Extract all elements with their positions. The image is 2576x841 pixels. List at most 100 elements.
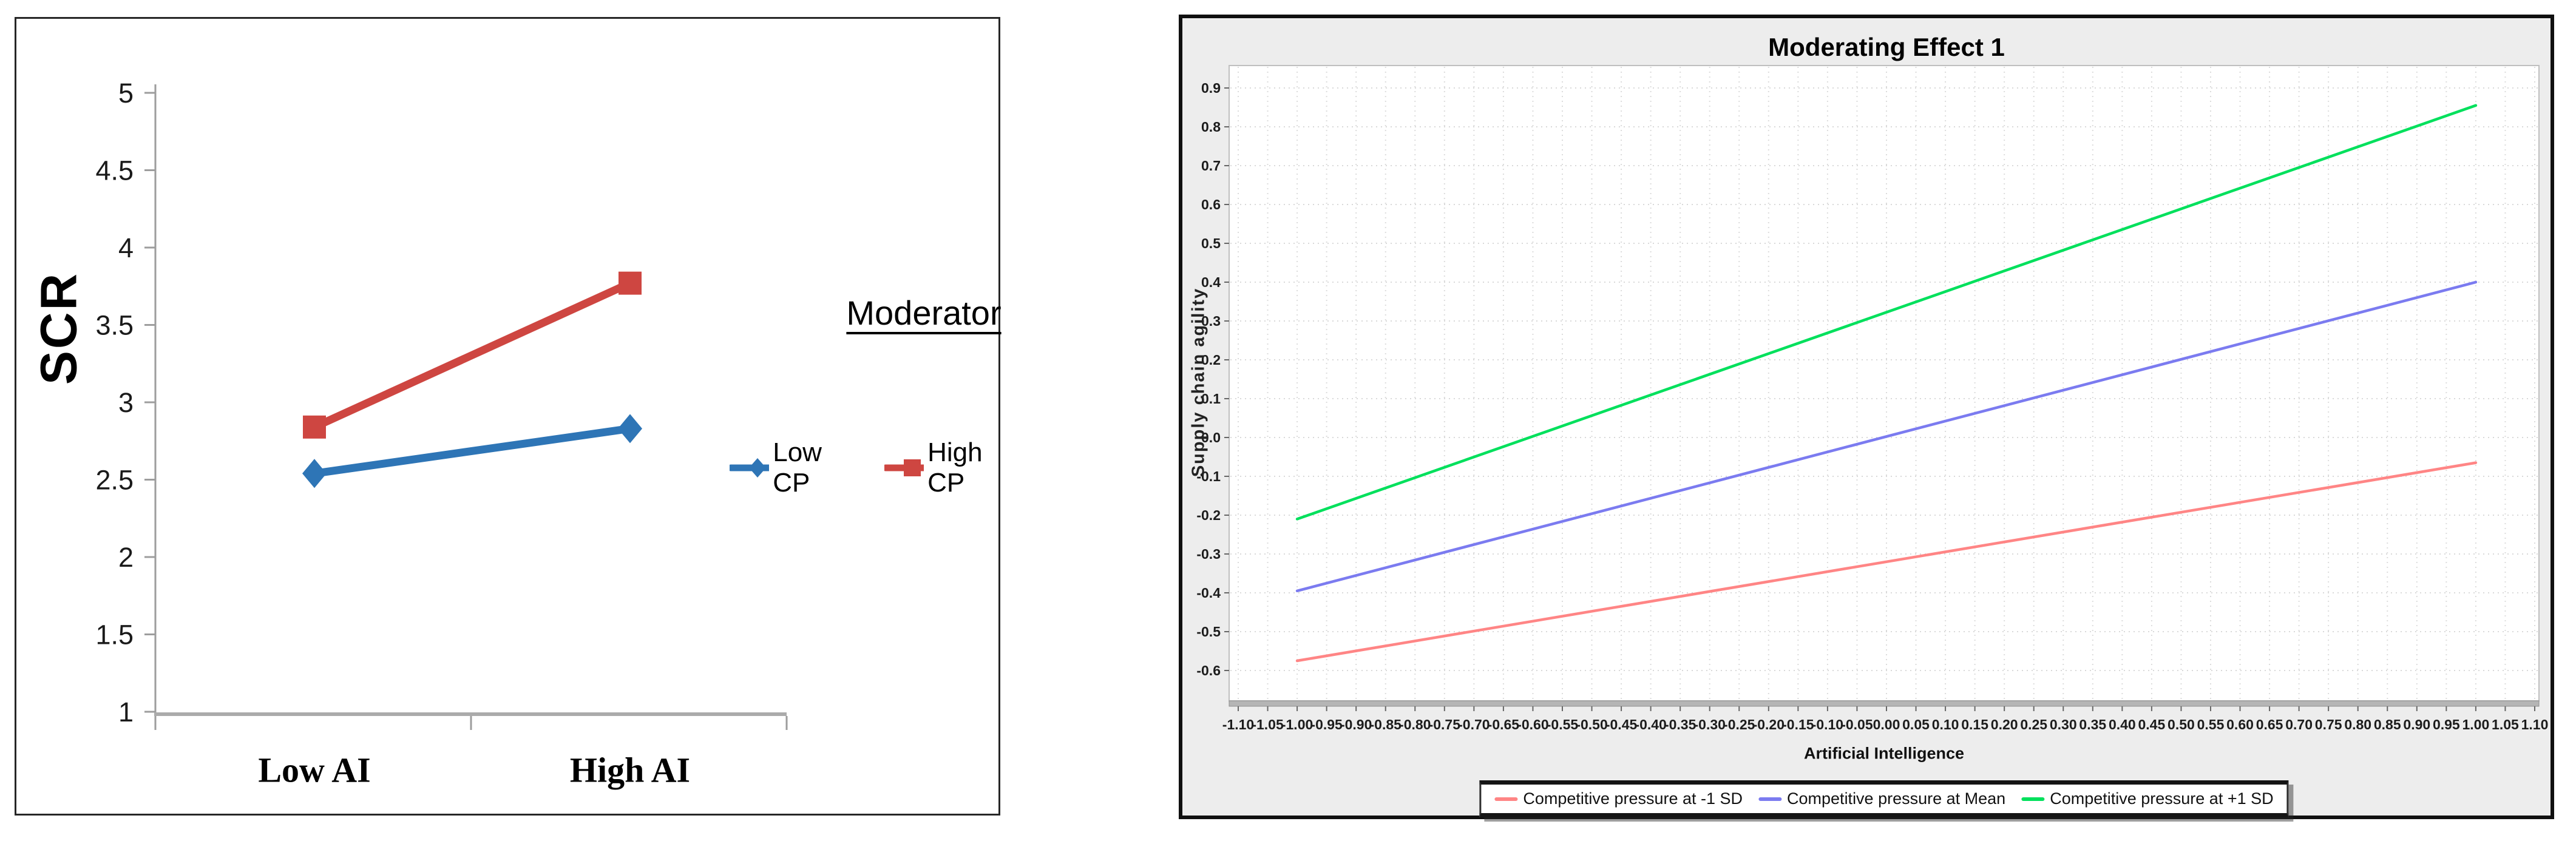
x-tick-label: 0.35 bbox=[2079, 717, 2106, 732]
y-tick-label: 0.6 bbox=[1201, 197, 1221, 212]
x-axis: Low AI High AI bbox=[154, 712, 788, 790]
x-tick-label: 0.20 bbox=[1991, 717, 2018, 732]
x-tick-label: 0.75 bbox=[2315, 717, 2342, 732]
x-tick-label: -0.60 bbox=[1517, 717, 1548, 732]
series bbox=[302, 271, 642, 488]
legend-label: Low CP bbox=[773, 437, 822, 498]
x-tick-label: -0.80 bbox=[1399, 717, 1431, 732]
y-tick-label: -0.5 bbox=[1196, 624, 1221, 640]
diamond-marker bbox=[302, 459, 327, 488]
legend-item: Competitive pressure at -1 SD bbox=[1494, 789, 1743, 808]
y-tick-label: 0.3 bbox=[1201, 313, 1221, 329]
scr-line-chart: 5 4.5 4 3.5 3 2.5 2 1.5 1 Low AI High AI bbox=[95, 78, 788, 790]
x-tick-label: 0.40 bbox=[2109, 717, 2136, 732]
x-tick-label: 0.95 bbox=[2433, 717, 2460, 732]
y-tick-label: 0.7 bbox=[1201, 158, 1221, 174]
legend-item: High CP bbox=[884, 437, 999, 498]
legend-title: Moderator bbox=[846, 294, 1002, 332]
x-tick-label: 0.90 bbox=[2403, 717, 2430, 732]
series-line-0 bbox=[310, 424, 634, 478]
plot-area bbox=[1229, 66, 2539, 701]
x-tick-label: -0.35 bbox=[1664, 717, 1696, 732]
legend-item: Low CP bbox=[730, 437, 839, 498]
x-tick-label: -0.70 bbox=[1458, 717, 1490, 732]
y-tick-label: 1.5 bbox=[95, 620, 134, 650]
x-tick-label: 1.05 bbox=[2492, 717, 2519, 732]
scr-interaction-chart-panel: SCR 5 4.5 4 3.5 3 2.5 2 1.5 1 Low AI High AI Moder… bbox=[15, 17, 1002, 816]
legend-label: Competitive pressure at Mean bbox=[1787, 789, 2006, 808]
x-tick-label: 0.25 bbox=[2020, 717, 2047, 732]
x-tick-label: -0.75 bbox=[1429, 717, 1461, 732]
x-tick-label: 1.00 bbox=[2462, 717, 2490, 732]
series-line-2 bbox=[1295, 104, 2478, 521]
y-axis: 5 4.5 4 3.5 3 2.5 2 1.5 1 bbox=[95, 78, 157, 728]
y-tick-label: 0.4 bbox=[1201, 274, 1221, 290]
x-tick-label: 0.05 bbox=[1902, 717, 1930, 732]
legend-left: Low CP High CP bbox=[730, 437, 998, 498]
y-tick-label: 0.2 bbox=[1201, 352, 1221, 368]
legend-line-swatch bbox=[2021, 797, 2045, 801]
y-tick-label: -0.1 bbox=[1196, 468, 1221, 484]
series bbox=[1295, 104, 2478, 663]
x-tick-label: -0.40 bbox=[1635, 717, 1666, 732]
y-tick-label: 5 bbox=[118, 78, 134, 109]
x-tick-label: -1.05 bbox=[1252, 717, 1284, 732]
y-tick-label: 0.1 bbox=[1201, 391, 1221, 407]
x-tick-label: 0.80 bbox=[2344, 717, 2371, 732]
moderating-effect-line-chart: 0.9 0.8 0.7 0.6 0.5 0.4 0.3 0.2 0.1 0.0 -0.1 -0.2 -0… bbox=[1196, 65, 2549, 732]
x-tick-label: -0.05 bbox=[1841, 717, 1873, 732]
y-tick-label: -0.4 bbox=[1196, 585, 1221, 601]
y-tick-label: 0.0 bbox=[1201, 430, 1221, 445]
x-tick-label: -0.10 bbox=[1812, 717, 1843, 732]
x-tick-label: -0.90 bbox=[1340, 717, 1372, 732]
x-tick-label: 0.30 bbox=[2050, 717, 2077, 732]
x-tick-label: 0.10 bbox=[1932, 717, 1959, 732]
x-category-label: Low AI bbox=[258, 751, 370, 790]
x-tick-label: -0.50 bbox=[1576, 717, 1607, 732]
x-tick-label: 0.70 bbox=[2285, 717, 2313, 732]
x-tick-label: 1.10 bbox=[2521, 717, 2549, 732]
x-tick-label: 0.65 bbox=[2256, 717, 2283, 732]
x-tick-label: 0.45 bbox=[2138, 717, 2166, 732]
x-tick-label: -0.30 bbox=[1694, 717, 1726, 732]
x-tick-label: -1.00 bbox=[1281, 717, 1313, 732]
x-tick-label: 0.60 bbox=[2226, 717, 2254, 732]
y-tick-label: 3 bbox=[118, 387, 134, 418]
x-tick-label: 0.50 bbox=[2168, 717, 2195, 732]
gridlines bbox=[1230, 67, 2538, 700]
x-category-label: High AI bbox=[570, 751, 690, 790]
x-tick-label: -0.45 bbox=[1605, 717, 1638, 732]
legend-item: Competitive pressure at Mean bbox=[1758, 789, 2005, 808]
legend-line-swatch bbox=[1758, 797, 1782, 801]
x-axis-title-right: Artificial Intelligence bbox=[1803, 744, 1965, 763]
x-tick-label: -0.15 bbox=[1782, 717, 1814, 732]
legend-line-swatch bbox=[1494, 797, 1518, 801]
legend-label: High CP bbox=[927, 437, 983, 498]
chart-title: Moderating Effect 1 bbox=[1768, 33, 2005, 61]
x-tick-label: 0.15 bbox=[1961, 717, 1988, 732]
x-tick-label: -1.10 bbox=[1222, 717, 1254, 732]
y-tick-label: 0.9 bbox=[1201, 80, 1221, 96]
y-tick-label: 2.5 bbox=[95, 465, 134, 496]
series-line-1 bbox=[310, 279, 634, 431]
series-line-0 bbox=[1295, 461, 2478, 663]
y-tick-label: -0.3 bbox=[1196, 546, 1221, 562]
diamond-legend-marker bbox=[730, 458, 770, 478]
x-tick-label: 0.85 bbox=[2374, 717, 2401, 732]
x-tick-label: -0.65 bbox=[1488, 717, 1520, 732]
y-tick-label: 4.5 bbox=[95, 155, 134, 186]
x-tick-label: 0.00 bbox=[1873, 717, 1900, 732]
x-tick-label: -0.55 bbox=[1547, 717, 1579, 732]
y-tick-label: 0.5 bbox=[1201, 235, 1221, 251]
diamond-marker bbox=[618, 414, 642, 444]
legend-right: Competitive pressure at -1 SD Competitive… bbox=[1479, 780, 2289, 817]
y-tick-label: 4 bbox=[118, 232, 134, 263]
legend-label: Competitive pressure at -1 SD bbox=[1523, 789, 1743, 808]
moderating-effect-chart-panel: Moderating Effect 1 0.9 0.8 0.7 0.6 0.5 0.4 0.… bbox=[1179, 15, 2554, 819]
square-legend-marker bbox=[884, 459, 924, 476]
square-marker bbox=[619, 271, 642, 295]
y-tick-label: 0.8 bbox=[1201, 119, 1221, 135]
x-tick-label: -0.20 bbox=[1753, 717, 1785, 732]
legend-label: Competitive pressure at +1 SD bbox=[2050, 789, 2274, 808]
y-tick-label: 1 bbox=[118, 697, 134, 728]
